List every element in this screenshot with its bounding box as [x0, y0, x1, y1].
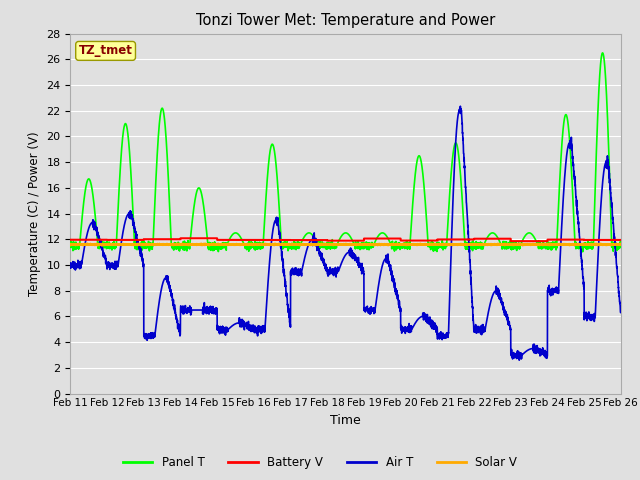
- Title: Tonzi Tower Met: Temperature and Power: Tonzi Tower Met: Temperature and Power: [196, 13, 495, 28]
- X-axis label: Time: Time: [330, 414, 361, 427]
- Battery V: [325, 238, 333, 243]
- Panel T: [438, 243, 446, 249]
- Panel T: [579, 249, 586, 254]
- Panel T: [469, 242, 477, 248]
- Battery V: [438, 237, 446, 242]
- Battery V: [166, 236, 173, 242]
- Air T: [438, 334, 446, 340]
- Air T: [617, 309, 625, 315]
- Battery V: [617, 237, 625, 243]
- Air T: [325, 270, 333, 276]
- Air T: [67, 260, 74, 266]
- Solar V: [166, 241, 173, 247]
- Panel T: [617, 241, 625, 247]
- Air T: [500, 308, 508, 313]
- Solar V: [616, 241, 624, 247]
- Panel T: [599, 50, 607, 56]
- Line: Battery V: Battery V: [70, 238, 621, 241]
- Panel T: [500, 244, 508, 250]
- Air T: [166, 284, 173, 290]
- Legend: Panel T, Battery V, Air T, Solar V: Panel T, Battery V, Air T, Solar V: [118, 452, 522, 474]
- Text: TZ_tmet: TZ_tmet: [79, 44, 132, 58]
- Line: Solar V: Solar V: [70, 244, 621, 245]
- Solar V: [67, 242, 74, 248]
- Solar V: [617, 241, 625, 247]
- Battery V: [500, 236, 508, 241]
- Battery V: [616, 237, 624, 243]
- Solar V: [439, 241, 447, 247]
- Air T: [616, 308, 624, 313]
- Solar V: [469, 241, 477, 247]
- Air T: [469, 312, 477, 318]
- Panel T: [616, 242, 624, 248]
- Air T: [515, 357, 523, 363]
- Y-axis label: Temperature (C) / Power (V): Temperature (C) / Power (V): [28, 132, 41, 296]
- Air T: [456, 103, 464, 109]
- Line: Air T: Air T: [70, 106, 621, 360]
- Solar V: [93, 242, 101, 248]
- Solar V: [325, 241, 333, 247]
- Panel T: [67, 240, 74, 245]
- Battery V: [469, 237, 477, 242]
- Battery V: [177, 235, 184, 241]
- Battery V: [67, 237, 74, 242]
- Panel T: [325, 240, 333, 246]
- Panel T: [166, 196, 173, 202]
- Line: Panel T: Panel T: [70, 53, 621, 252]
- Solar V: [500, 241, 508, 247]
- Battery V: [507, 238, 515, 244]
- Solar V: [314, 241, 322, 247]
